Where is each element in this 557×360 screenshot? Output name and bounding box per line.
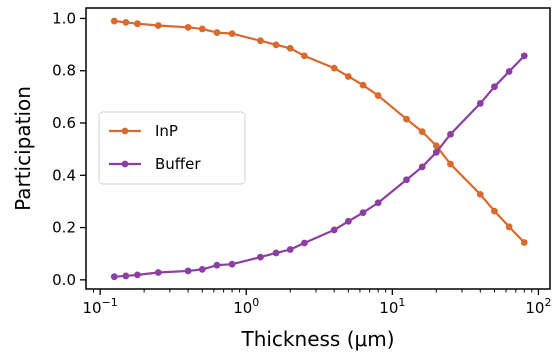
data-point-buffer	[198, 266, 206, 273]
data-point-inp	[491, 207, 498, 215]
data-point-inp	[110, 17, 118, 25]
plot-frame	[85, 7, 551, 290]
y-tick-label: 1.0	[52, 9, 76, 27]
y-tick-label: 0.0	[52, 271, 76, 289]
axes: 0.0 0.2 0.4 0.6 0.8 1.0 10−1 100 101 102 Thickness…	[11, 7, 551, 351]
data-point-buffer	[403, 176, 410, 184]
data-point-buffer	[134, 271, 141, 279]
data-point-inp	[432, 142, 440, 150]
data-point-buffer	[432, 148, 440, 156]
data-point-inp	[359, 81, 367, 89]
x-tick-label: 101	[379, 296, 405, 317]
x-tick-label: 100	[233, 296, 259, 317]
legend: InP Buffer	[98, 111, 246, 185]
data-point-inp	[330, 64, 338, 72]
series-line-inp	[114, 19, 526, 244]
data-point-buffer	[418, 163, 426, 171]
data-point-inp	[134, 20, 141, 28]
data-point-inp	[344, 73, 352, 80]
data-point-buffer	[491, 83, 498, 91]
data-point-buffer	[257, 253, 264, 261]
data-point-inp	[228, 30, 236, 38]
data-point-buffer	[374, 199, 382, 207]
data-point-buffer	[505, 68, 513, 75]
plot-area	[110, 17, 528, 281]
x-axis-title: Thickness (μm)	[240, 327, 394, 351]
data-point-inp	[154, 22, 162, 29]
data-point-inp	[184, 23, 192, 31]
data-point-buffer	[122, 272, 130, 280]
series-line-buffer	[114, 55, 526, 278]
legend-label-inp: InP	[155, 122, 178, 140]
data-point-buffer	[447, 130, 454, 138]
data-point-buffer	[184, 267, 192, 275]
data-point-inp	[447, 160, 454, 168]
y-tick-label: 0.6	[52, 114, 76, 132]
data-point-buffer	[300, 239, 308, 247]
data-point-inp	[520, 239, 528, 246]
data-point-buffer	[330, 226, 338, 234]
x-tick-label: 10−1	[83, 296, 118, 317]
data-point-inp	[374, 92, 382, 99]
data-point-buffer	[520, 52, 528, 60]
data-point-inp	[272, 41, 280, 49]
data-point-buffer	[344, 217, 352, 225]
data-point-inp	[403, 115, 410, 123]
data-point-inp	[257, 37, 264, 45]
y-tick-label: 0.4	[52, 166, 76, 184]
data-point-buffer	[154, 269, 162, 276]
data-point-buffer	[286, 246, 294, 253]
data-point-buffer	[272, 249, 280, 257]
data-point-inp	[418, 128, 426, 136]
data-point-inp	[213, 29, 221, 36]
data-point-inp	[300, 52, 308, 60]
data-point-buffer	[359, 209, 367, 217]
data-point-buffer	[213, 261, 221, 269]
data-point-buffer	[228, 260, 236, 268]
legend-marker-inp	[121, 127, 129, 135]
x-tick-label: 102	[525, 296, 551, 317]
data-point-inp	[122, 18, 130, 26]
y-axis-title: Participation	[11, 86, 35, 211]
legend-marker-buffer	[121, 160, 129, 168]
y-tick-label: 0.2	[52, 219, 76, 237]
data-point-buffer	[476, 100, 484, 107]
data-point-inp	[476, 190, 484, 198]
legend-label-buffer: Buffer	[155, 155, 201, 173]
y-tick-label: 0.8	[52, 62, 76, 80]
data-point-inp	[198, 25, 206, 33]
data-point-buffer	[110, 273, 118, 281]
data-point-inp	[286, 44, 294, 52]
data-point-inp	[505, 223, 513, 231]
